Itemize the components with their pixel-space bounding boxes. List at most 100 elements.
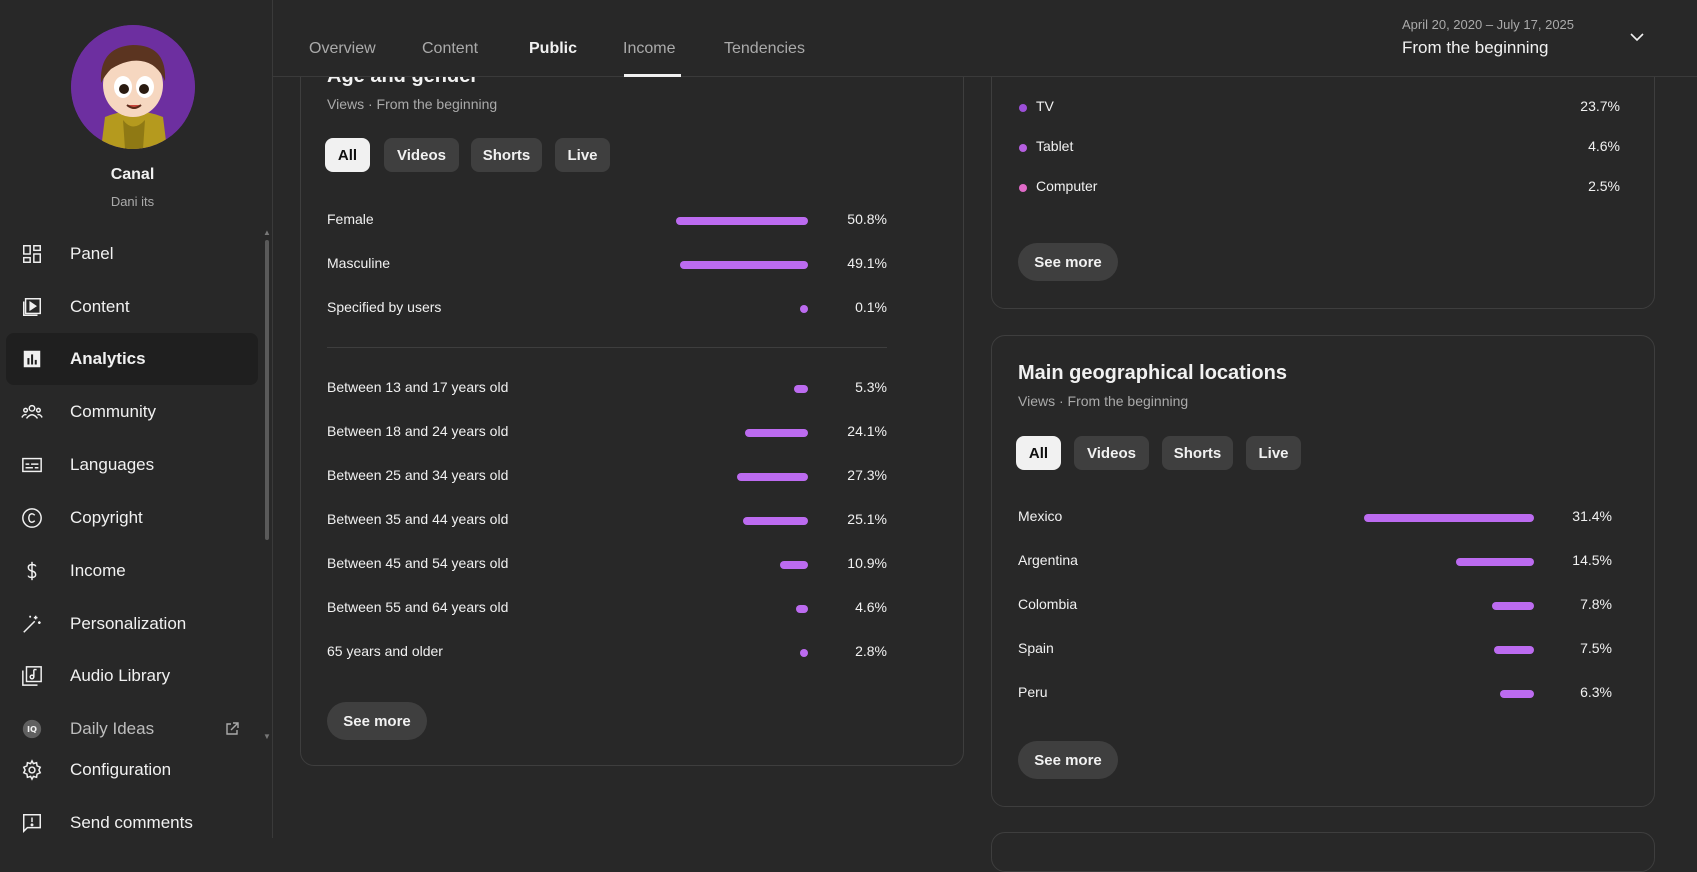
gender-label: Female bbox=[327, 211, 374, 227]
chip-live[interactable]: Live bbox=[1246, 436, 1301, 470]
feedback-icon bbox=[20, 811, 44, 835]
sidebar-item-label: Send comments bbox=[70, 813, 193, 832]
sidebar-item-personalization[interactable]: Personalization bbox=[6, 598, 258, 650]
sidebar-item-send-comments[interactable]: Send comments bbox=[6, 797, 258, 849]
country-value: 7.5% bbox=[1580, 640, 1612, 656]
sidebar-item-configuration[interactable]: Configuration bbox=[6, 744, 258, 796]
country-label: Colombia bbox=[1018, 596, 1078, 612]
scroll-up-arrow[interactable]: ▲ bbox=[263, 228, 271, 237]
geo-locations-card: Main geographical locations Views · From… bbox=[991, 335, 1655, 807]
age-value: 27.3% bbox=[847, 467, 887, 483]
channel-avatar[interactable] bbox=[71, 25, 195, 149]
country-value: 6.3% bbox=[1580, 684, 1612, 700]
chip-shorts[interactable]: Shorts bbox=[1162, 436, 1233, 470]
sidebar-item-daily-ideas[interactable]: IQ Daily Ideas bbox=[6, 703, 258, 755]
active-tab-indicator bbox=[624, 74, 681, 77]
age-bar bbox=[742, 517, 808, 525]
ideas-icon: IQ bbox=[20, 717, 44, 741]
device-label: Tablet bbox=[1036, 138, 1074, 154]
legend-dot bbox=[1019, 104, 1027, 112]
card-title: Main geographical locations bbox=[1018, 362, 1287, 384]
sidebar: Canal Dani its Panel Content Analytics C… bbox=[0, 0, 273, 838]
age-label: Between 13 and 17 years old bbox=[327, 379, 509, 395]
chip-all[interactable]: All bbox=[325, 138, 370, 172]
tab-overview[interactable]: Overview bbox=[309, 40, 376, 57]
chip-videos[interactable]: Videos bbox=[1074, 436, 1149, 470]
gender-value: 50.8% bbox=[847, 211, 887, 227]
see-more-button[interactable]: See more bbox=[1018, 741, 1118, 779]
device-label: Computer bbox=[1036, 178, 1098, 194]
see-more-button[interactable]: See more bbox=[327, 702, 427, 740]
top-tab-bar: Overview Content Public Income Tendencie… bbox=[273, 0, 1697, 77]
magic-wand-icon bbox=[20, 612, 44, 636]
age-label: Between 55 and 64 years old bbox=[327, 599, 509, 615]
sidebar-item-analytics[interactable]: Analytics bbox=[6, 333, 258, 385]
sidebar-item-label: Copyright bbox=[70, 508, 143, 527]
age-value: 4.6% bbox=[855, 599, 887, 615]
sidebar-item-audio-library[interactable]: Audio Library bbox=[6, 650, 258, 702]
country-value: 7.8% bbox=[1580, 596, 1612, 612]
country-label: Mexico bbox=[1018, 508, 1063, 524]
tab-content[interactable]: Content bbox=[422, 40, 479, 57]
see-more-button[interactable]: See more bbox=[1018, 243, 1118, 281]
country-bar bbox=[1455, 558, 1534, 566]
gender-label: Specified by users bbox=[327, 299, 442, 315]
next-card bbox=[991, 832, 1655, 872]
country-label: Argentina bbox=[1018, 552, 1078, 568]
country-bar bbox=[1364, 514, 1534, 522]
sidebar-item-copyright[interactable]: Copyright bbox=[6, 492, 258, 544]
device-value: 4.6% bbox=[1588, 138, 1620, 154]
chip-all[interactable]: All bbox=[1016, 436, 1061, 470]
tab-tendencies[interactable]: Tendencies bbox=[724, 40, 805, 57]
sidebar-item-community[interactable]: Community bbox=[6, 386, 258, 438]
device-value: 2.5% bbox=[1588, 178, 1620, 194]
chip-shorts[interactable]: Shorts bbox=[471, 138, 542, 172]
sidebar-item-content[interactable]: Content bbox=[6, 281, 258, 333]
age-bar bbox=[800, 649, 808, 657]
age-bar bbox=[794, 385, 808, 393]
sidebar-item-label: Income bbox=[70, 561, 126, 580]
chevron-down-icon[interactable] bbox=[1628, 28, 1646, 46]
chip-videos[interactable]: Videos bbox=[384, 138, 459, 172]
age-gender-card: Age and gender Views · From the beginnin… bbox=[300, 20, 964, 766]
subtitles-icon bbox=[20, 453, 44, 477]
gender-bar bbox=[680, 261, 808, 269]
sidebar-item-label: Configuration bbox=[70, 760, 172, 779]
age-value: 24.1% bbox=[847, 423, 887, 439]
device-value: 23.7% bbox=[1580, 98, 1620, 114]
age-label: Between 25 and 34 years old bbox=[327, 467, 509, 483]
sidebar-item-panel[interactable]: Panel bbox=[6, 228, 258, 280]
age-value: 5.3% bbox=[855, 379, 887, 395]
card-subtitle: Views · From the beginning bbox=[1018, 393, 1189, 409]
country-value: 31.4% bbox=[1572, 508, 1612, 524]
date-range-text: April 20, 2020 – July 17, 2025 bbox=[1402, 17, 1575, 32]
sidebar-item-label: Languages bbox=[70, 455, 155, 474]
age-bar bbox=[796, 605, 808, 613]
gender-value: 49.1% bbox=[847, 255, 887, 271]
gender-bar bbox=[675, 217, 808, 225]
gender-label: Masculine bbox=[327, 255, 391, 271]
sidebar-item-label: Daily Ideas bbox=[70, 719, 155, 738]
date-period-selector[interactable]: From the beginning bbox=[1402, 38, 1549, 57]
card-subtitle: Views · From the beginning bbox=[327, 96, 498, 112]
sidebar-item-languages[interactable]: Languages bbox=[6, 439, 258, 491]
tab-public[interactable]: Public bbox=[529, 40, 578, 57]
dollar-icon bbox=[20, 559, 44, 583]
external-link-icon[interactable] bbox=[224, 721, 240, 737]
sidebar-item-income[interactable]: Income bbox=[6, 545, 258, 597]
device-type-card: TV 23.7% Tablet 4.6% Computer 2.5% See m… bbox=[991, 20, 1655, 309]
sidebar-item-label: Audio Library bbox=[70, 666, 171, 685]
sidebar-item-label: Community bbox=[70, 402, 156, 421]
chip-live[interactable]: Live bbox=[555, 138, 610, 172]
country-label: Peru bbox=[1018, 684, 1048, 700]
sidebar-item-label: Analytics bbox=[70, 349, 146, 368]
gender-bar bbox=[800, 305, 808, 313]
channel-name: Canal bbox=[110, 166, 155, 183]
tab-income[interactable]: Income bbox=[623, 40, 676, 57]
scroll-down-arrow[interactable]: ▼ bbox=[263, 732, 271, 741]
section-divider bbox=[327, 347, 887, 348]
gender-value: 0.1% bbox=[855, 299, 887, 315]
channel-handle: Dani its bbox=[110, 194, 155, 209]
sidebar-scrollbar[interactable] bbox=[265, 240, 269, 540]
analytics-icon bbox=[20, 347, 44, 371]
